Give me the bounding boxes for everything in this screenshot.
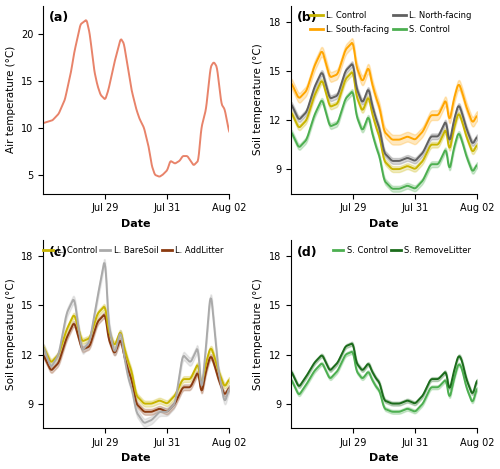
Legend: S. Control, S. RemoveLitter: S. Control, S. RemoveLitter xyxy=(332,244,473,257)
X-axis label: Date: Date xyxy=(122,219,151,229)
Text: (d): (d) xyxy=(296,246,318,259)
X-axis label: Date: Date xyxy=(370,219,399,229)
Y-axis label: Soil temperature (°C): Soil temperature (°C) xyxy=(6,278,16,390)
X-axis label: Date: Date xyxy=(122,454,151,463)
Text: (c): (c) xyxy=(49,246,68,259)
Legend: L. Control, L. South-facing, L. North-facing, S. Control: L. Control, L. South-facing, L. North-fa… xyxy=(308,10,473,35)
Y-axis label: Soil temperature (°C): Soil temperature (°C) xyxy=(254,44,264,156)
Y-axis label: Air temperature (°C): Air temperature (°C) xyxy=(6,46,16,153)
Y-axis label: Soil temperature (°C): Soil temperature (°C) xyxy=(254,278,264,390)
X-axis label: Date: Date xyxy=(370,454,399,463)
Text: (a): (a) xyxy=(49,11,69,24)
Legend: L. Control, L. BareSoil, L. AddLitter: L. Control, L. BareSoil, L. AddLitter xyxy=(42,244,225,257)
Text: (b): (b) xyxy=(296,11,318,24)
